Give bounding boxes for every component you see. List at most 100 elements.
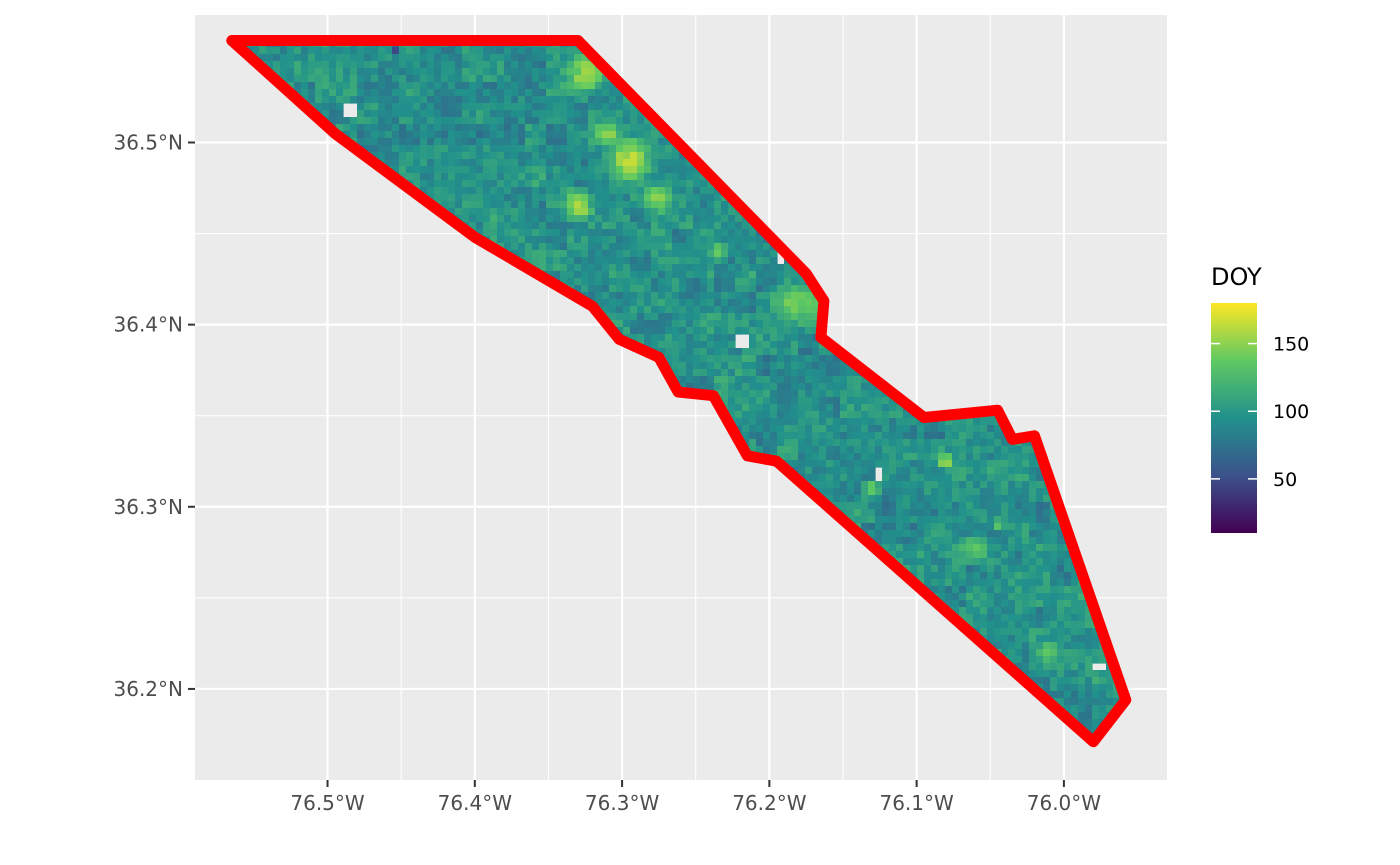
raster-cell xyxy=(966,621,974,629)
raster-cell xyxy=(539,173,547,181)
raster-cell xyxy=(469,47,477,55)
raster-cell xyxy=(945,516,953,524)
raster-cell xyxy=(798,432,806,440)
raster-cell xyxy=(406,159,414,167)
raster-cell xyxy=(826,404,834,412)
raster-cell xyxy=(574,124,582,132)
raster-cell xyxy=(553,68,561,76)
raster-cell xyxy=(644,271,652,279)
raster-cell xyxy=(448,180,456,188)
raster-cell xyxy=(399,145,407,153)
raster-cell xyxy=(749,397,757,405)
raster-cell xyxy=(630,313,638,321)
raster-cell xyxy=(679,250,687,258)
raster-cell xyxy=(1099,691,1107,699)
raster-cell xyxy=(1022,628,1030,636)
raster-cell xyxy=(714,243,722,251)
raster-cell xyxy=(595,271,603,279)
raster-cell xyxy=(497,82,505,90)
raster-cell xyxy=(455,173,463,181)
raster-cell xyxy=(546,201,554,209)
raster-cell xyxy=(924,516,932,524)
raster-cell xyxy=(847,502,855,510)
raster-cell xyxy=(504,117,512,125)
raster-cell xyxy=(1057,607,1065,615)
raster-cell xyxy=(966,432,974,440)
raster-cell xyxy=(896,523,904,531)
raster-cell xyxy=(910,432,918,440)
raster-cell xyxy=(770,383,778,391)
raster-cell xyxy=(581,89,589,97)
raster-cell xyxy=(455,138,463,146)
raster-cell xyxy=(798,425,806,433)
raster-cell xyxy=(560,208,568,216)
raster-cell xyxy=(644,334,652,342)
raster-cell xyxy=(609,110,617,118)
raster-cell xyxy=(427,152,435,160)
raster-cell xyxy=(329,96,337,104)
raster-cell xyxy=(1001,544,1009,552)
raster-cell xyxy=(805,397,813,405)
raster-cell xyxy=(889,537,897,545)
raster-cell xyxy=(497,229,505,237)
raster-cell xyxy=(1043,509,1051,517)
raster-cell xyxy=(763,292,771,300)
raster-cell xyxy=(1064,698,1072,706)
raster-cell xyxy=(532,187,540,195)
raster-cell xyxy=(497,138,505,146)
raster-cell xyxy=(791,390,799,398)
raster-cell xyxy=(1008,516,1016,524)
raster-cell xyxy=(693,299,701,307)
raster-cell xyxy=(868,425,876,433)
raster-cell xyxy=(602,285,610,293)
raster-cell xyxy=(469,96,477,104)
raster-cell xyxy=(546,187,554,195)
raster-cell xyxy=(728,320,736,328)
raster-cell xyxy=(1008,621,1016,629)
raster-cell xyxy=(924,488,932,496)
raster-cell xyxy=(756,425,764,433)
raster-cell xyxy=(658,250,666,258)
raster-cell xyxy=(560,166,568,174)
raster-cell xyxy=(1029,502,1037,510)
raster-cell xyxy=(686,222,694,230)
raster-cell xyxy=(924,495,932,503)
raster-cell xyxy=(364,89,372,97)
raster-cell xyxy=(658,138,666,146)
raster-cell xyxy=(483,103,491,111)
raster-cell xyxy=(504,47,512,55)
raster-cell xyxy=(1029,579,1037,587)
raster-cell xyxy=(1015,453,1023,461)
raster-cell xyxy=(1078,593,1086,601)
raster-cell xyxy=(553,229,561,237)
raster-cell xyxy=(826,467,834,475)
raster-cell xyxy=(896,439,904,447)
raster-cell xyxy=(987,481,995,489)
raster-cell xyxy=(315,75,323,83)
raster-cell xyxy=(371,138,379,146)
raster-cell xyxy=(294,75,302,83)
raster-cell xyxy=(595,208,603,216)
raster-cell xyxy=(504,208,512,216)
raster-cell xyxy=(511,222,519,230)
raster-cell xyxy=(679,348,687,356)
raster-cell xyxy=(567,131,575,139)
raster-cell xyxy=(560,96,568,104)
raster-cell xyxy=(728,411,736,419)
raster-cell xyxy=(602,278,610,286)
raster-cell xyxy=(644,222,652,230)
raster-cell xyxy=(525,208,533,216)
raster-cell xyxy=(1036,530,1044,538)
raster-cell xyxy=(980,537,988,545)
raster-cell xyxy=(798,320,806,328)
raster-cell xyxy=(441,61,449,69)
raster-cell xyxy=(434,54,442,62)
raster-cell xyxy=(728,313,736,321)
raster-cell xyxy=(581,264,589,272)
raster-cell xyxy=(1071,579,1079,587)
raster-cell xyxy=(742,390,750,398)
raster-cell xyxy=(966,488,974,496)
raster-cell xyxy=(833,404,841,412)
raster-cell xyxy=(868,474,876,482)
raster-cell xyxy=(728,236,736,244)
